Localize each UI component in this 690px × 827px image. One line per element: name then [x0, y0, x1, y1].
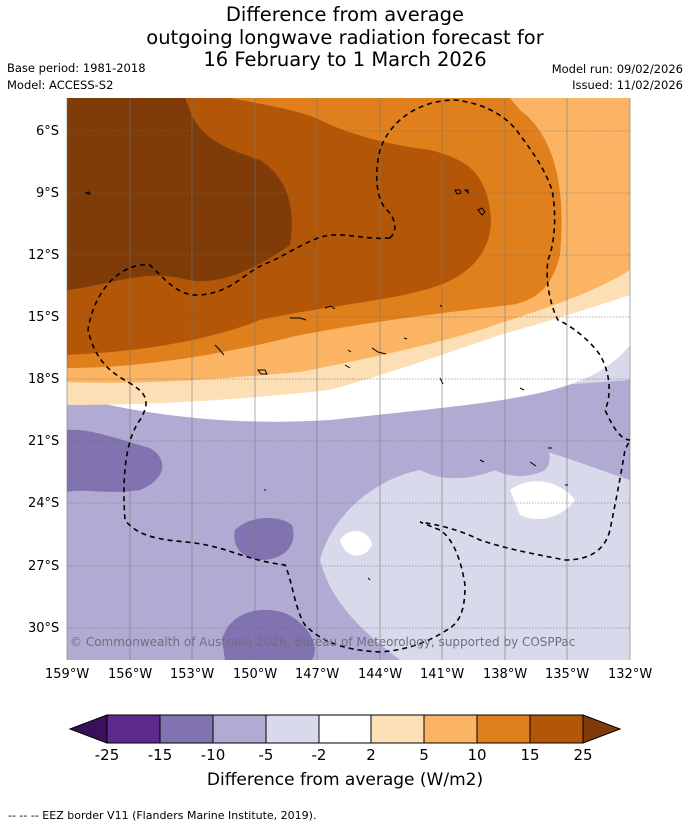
island-outlines	[84, 189, 568, 581]
colorbar-swatch	[107, 715, 160, 743]
colorbar-swatch	[530, 715, 583, 743]
contour-fill-weak-negative-patch	[495, 427, 550, 476]
island	[519, 387, 525, 391]
chart-title-line-2: outgoing longwave radiation forecast for	[146, 26, 544, 49]
island	[371, 347, 387, 355]
island	[84, 191, 91, 195]
island	[439, 377, 444, 385]
model-text: Model: ACCESS-S2	[7, 78, 114, 92]
island	[367, 577, 371, 581]
base-period-text: Base period: 1981-2018	[7, 61, 146, 75]
copyright-text: © Commonwealth of Australia 2026, Bureau…	[70, 635, 576, 649]
eez-footnote: -- -- -- EEZ border V11 (Flanders Marine…	[8, 809, 317, 822]
contour-fill-neutral-pocket	[340, 530, 372, 556]
island	[347, 349, 352, 353]
lat-label: 21°S	[28, 434, 60, 449]
island	[439, 304, 443, 308]
island	[290, 317, 307, 321]
colorbar	[68, 714, 622, 744]
island	[477, 207, 486, 216]
island	[454, 189, 462, 195]
contour-fill-moderate-negative	[67, 429, 163, 492]
eez-border-lines	[87, 99, 630, 653]
lon-label: 159°W	[45, 667, 90, 682]
colorbar-swatch	[213, 715, 266, 743]
island	[479, 459, 485, 463]
contour-fill-moderate-negative	[234, 518, 294, 560]
contour-fill-moderate-negative	[222, 609, 315, 660]
island	[403, 337, 408, 340]
eez-border-line	[87, 234, 630, 653]
island	[463, 189, 469, 195]
lat-label: 15°S	[28, 310, 60, 325]
colorbar-swatch	[371, 715, 424, 743]
island	[324, 305, 336, 310]
lat-label: 24°S	[28, 496, 60, 511]
lat-label: 9°S	[36, 186, 60, 201]
lon-label: 144°W	[358, 667, 403, 682]
colorbar-extend-min	[68, 714, 108, 744]
island	[257, 369, 268, 375]
grid-lines-lat	[67, 130, 630, 629]
colorbar-tick-label: -2	[311, 746, 327, 764]
contour-fill-neutral-pocket	[510, 481, 575, 520]
contour-fill-extreme-positive	[67, 98, 292, 290]
colorbar-swatch	[160, 715, 213, 743]
colorbar-swatch	[266, 715, 319, 743]
lon-label: 141°W	[420, 667, 465, 682]
colorbar-tick-label: 25	[573, 746, 593, 764]
colorbar-swatch	[477, 715, 530, 743]
lon-label: 156°W	[108, 667, 153, 682]
eez-border-line	[375, 99, 630, 441]
chart-title-line-3: 16 February to 1 March 2026	[203, 48, 487, 71]
colorbar-tick-label: -5	[258, 746, 274, 764]
colorbar-tick-label: -15	[147, 746, 173, 764]
colorbar-tick-label: 15	[520, 746, 540, 764]
colorbar-title: Difference from average (W/m2)	[206, 770, 484, 790]
colorbar-swatch	[424, 715, 477, 743]
colorbar-swatch	[319, 715, 371, 743]
lat-label: 6°S	[36, 124, 60, 139]
lon-label: 132°W	[608, 667, 653, 682]
colorbar-tick-label: 5	[419, 746, 429, 764]
model-run-text: Model run: 09/02/2026	[551, 62, 683, 76]
lon-label: 147°W	[295, 667, 340, 682]
lat-label: 18°S	[28, 372, 60, 387]
colorbar-tick-label: 10	[467, 746, 487, 764]
colorbar-extend-max	[582, 714, 622, 744]
colorbar-tick-label: -25	[94, 746, 120, 764]
lon-label: 135°W	[545, 667, 590, 682]
lon-label: 138°W	[483, 667, 528, 682]
lat-label: 30°S	[28, 621, 60, 636]
island	[529, 461, 537, 467]
lon-label: 150°W	[233, 667, 278, 682]
chart-title-line-1: Difference from average	[225, 3, 465, 26]
lat-label: 12°S	[28, 248, 60, 263]
contour-fill-layer	[67, 98, 630, 660]
issued-text: Issued: 11/02/2026	[572, 78, 683, 92]
island	[214, 344, 225, 356]
colorbar-tick-label: -10	[200, 746, 226, 764]
island	[344, 364, 351, 369]
colorbar-tick-label: 2	[366, 746, 376, 764]
lon-label: 153°W	[170, 667, 215, 682]
colorbar-frame	[106, 714, 584, 744]
lat-label: 27°S	[28, 559, 60, 574]
